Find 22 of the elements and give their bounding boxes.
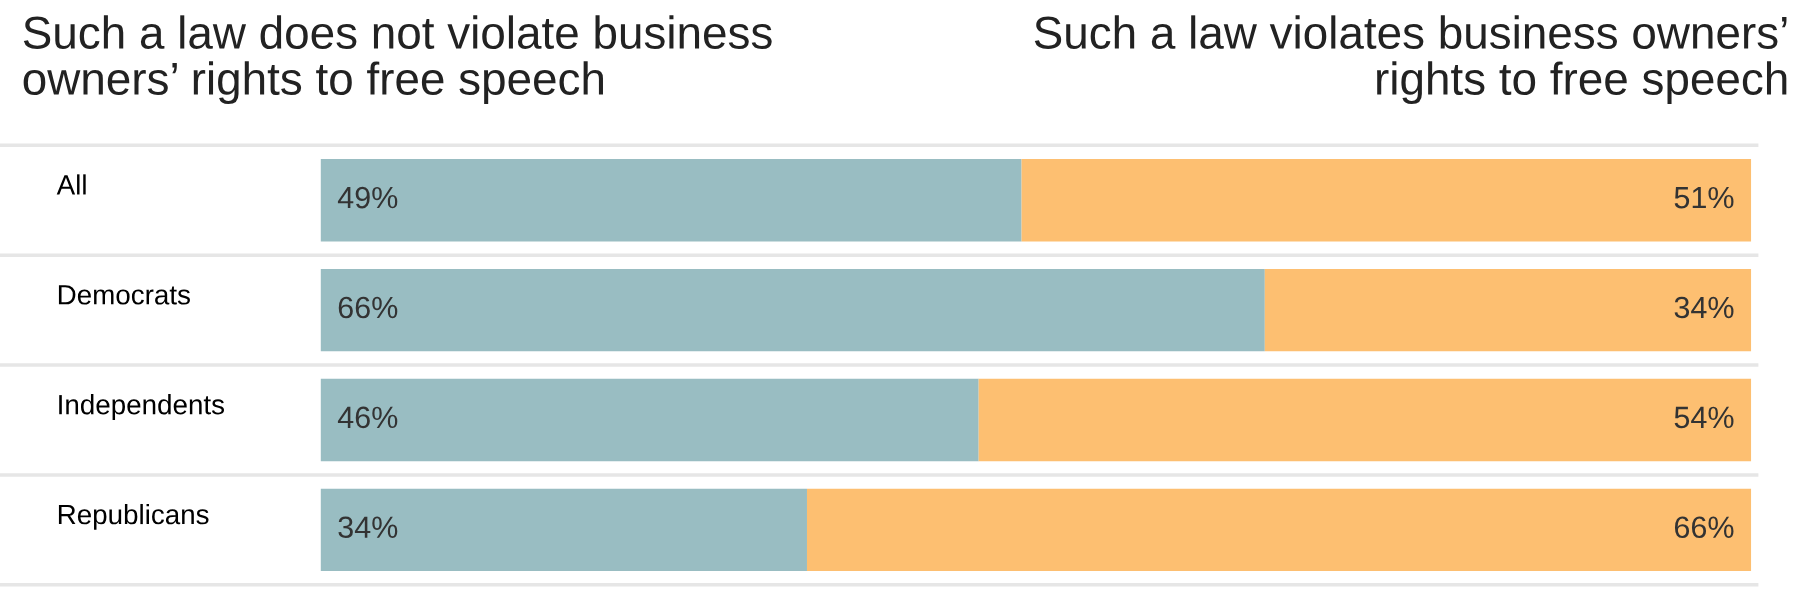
- y-tick-label: Democrats: [58, 285, 190, 305]
- data-label: 46%: [337, 406, 398, 429]
- y-tick-label: Independents: [59, 394, 225, 420]
- bar: [320, 159, 1022, 242]
- data-label: 34%: [338, 516, 398, 539]
- data-label: 54%: [1674, 406, 1734, 429]
- data-label: 51%: [1674, 186, 1734, 209]
- series-label: Such a law violates business owners’ rights to free speech: [1034, 15, 1787, 105]
- bar: [320, 268, 1265, 352]
- bar: [320, 378, 979, 462]
- bar: [806, 488, 1752, 572]
- bar: [1264, 268, 1752, 352]
- series-label: Such a law does not violate business owners’ rights to free speech: [23, 15, 772, 105]
- data-label: 66%: [1674, 516, 1734, 539]
- bar: [978, 378, 1752, 462]
- data-label: 34%: [1674, 296, 1734, 319]
- bar: [1021, 159, 1752, 242]
- data-label: 49%: [337, 186, 398, 209]
- bar: [320, 488, 807, 572]
- data-label: 66%: [338, 296, 398, 319]
- y-tick-label: Republicans: [58, 503, 209, 530]
- y-tick-label: All: [56, 174, 86, 195]
